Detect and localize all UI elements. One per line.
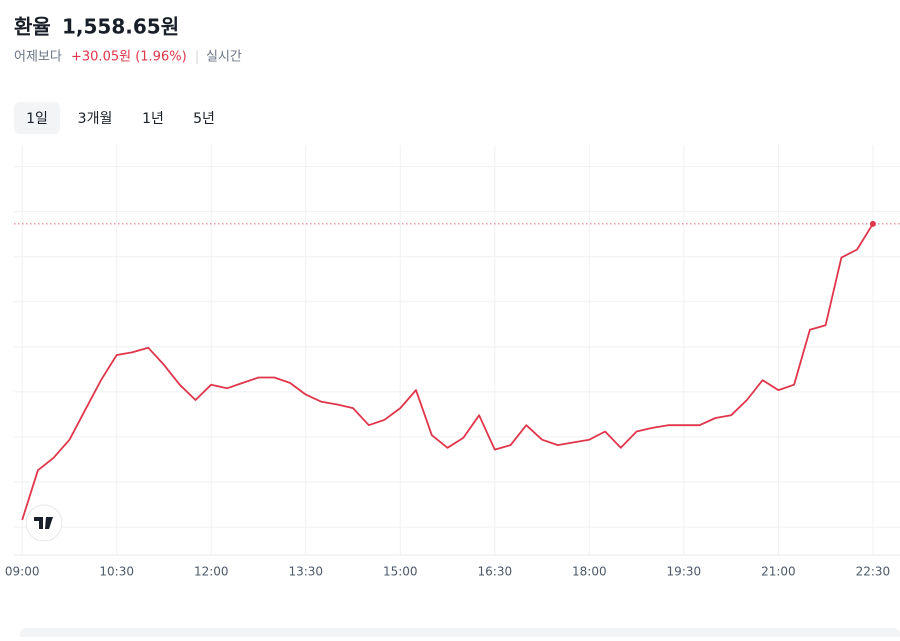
tab[interactable]: 1일 xyxy=(26,111,48,127)
price: 1,558.65원 xyxy=(62,15,179,39)
tab[interactable]: 1년 xyxy=(142,111,164,127)
x-tick-label: 09:00 xyxy=(5,565,40,579)
x-tick-label: 10:30 xyxy=(99,565,134,579)
title: 환율 xyxy=(14,15,51,39)
change-prefix: 어제보다 xyxy=(14,50,62,65)
mode: 실시간 xyxy=(206,50,242,65)
change: +30.05원 (1.96%) xyxy=(71,50,187,65)
tab[interactable]: 5년 xyxy=(193,111,215,127)
last-point xyxy=(869,220,876,227)
bottom-panel xyxy=(20,628,900,640)
x-tick-label: 18:00 xyxy=(572,565,607,579)
x-tick-label: 21:00 xyxy=(761,565,796,579)
tv-logo xyxy=(25,504,63,542)
line xyxy=(21,223,874,521)
active-tab-bg xyxy=(14,102,60,134)
x-tick-label: 16:30 xyxy=(478,565,513,579)
x-tick-label: 15:00 xyxy=(383,565,418,579)
tab[interactable]: 3개월 xyxy=(78,111,113,127)
x-tick-label: 19:30 xyxy=(667,565,702,579)
x-tick-label: 22:30 xyxy=(856,565,891,579)
x-tick-label: 13:30 xyxy=(288,565,323,579)
x-tick-label: 12:00 xyxy=(194,565,229,579)
